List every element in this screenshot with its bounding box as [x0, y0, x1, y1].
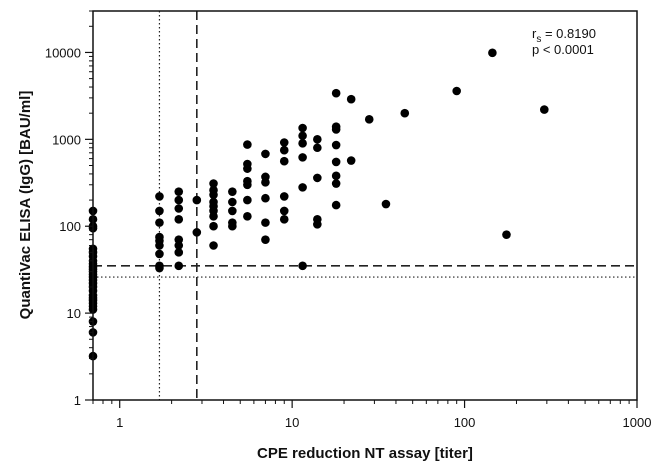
data-point — [209, 221, 218, 231]
data-point — [279, 192, 289, 201]
data-point — [261, 218, 270, 227]
data-point — [209, 212, 218, 221]
data-point — [279, 156, 289, 166]
y-tick-label: 10 — [67, 306, 81, 321]
x-tick-label: 1000 — [623, 415, 652, 430]
y-tick-label: 1 — [74, 393, 81, 408]
data-point — [298, 261, 307, 271]
data-point — [331, 140, 341, 150]
rs-value: = 0.8190 — [541, 26, 596, 41]
plot-frame — [92, 10, 638, 401]
data-point — [174, 215, 184, 224]
data-point — [313, 135, 322, 144]
data-point — [279, 138, 289, 147]
data-point — [298, 139, 307, 148]
rs-symbol: r — [532, 26, 537, 41]
data-point — [331, 200, 341, 210]
data-point — [261, 178, 270, 187]
data-point — [346, 156, 356, 165]
data-point — [331, 157, 341, 167]
data-point — [228, 197, 237, 207]
data-point — [452, 86, 461, 96]
data-point — [298, 183, 307, 192]
data-point — [313, 220, 322, 229]
data-point — [209, 179, 218, 188]
data-point — [298, 123, 307, 133]
data-point — [243, 164, 252, 173]
data-point — [298, 131, 307, 141]
data-point — [228, 221, 237, 231]
data-point — [228, 206, 237, 216]
data-point — [346, 94, 356, 104]
data-point — [155, 218, 164, 227]
data-point — [331, 88, 341, 98]
data-point — [192, 228, 202, 237]
data-point — [174, 261, 184, 271]
data-point — [400, 108, 410, 118]
data-point — [174, 248, 184, 257]
p-value-annotation: p < 0.0001 — [532, 42, 594, 57]
data-point — [331, 125, 341, 134]
x-tick-label: 100 — [454, 415, 476, 430]
y-axis-title: QuantiVac ELISA (IgG) [BAU/ml] — [17, 91, 34, 320]
data-point — [298, 153, 307, 162]
y-tick-label: 1000 — [52, 132, 81, 147]
data-point — [155, 206, 164, 216]
y-tick-label: 10000 — [45, 45, 81, 60]
data-point — [228, 187, 237, 196]
x-axis: 1 10 100 1000 — [92, 400, 652, 430]
x-axis-title: CPE reduction NT assay [titer] — [257, 445, 473, 462]
data-point — [279, 145, 289, 155]
data-point — [261, 235, 270, 244]
x-tick-label: 10 — [285, 415, 299, 430]
data-point — [192, 195, 202, 205]
data-point — [331, 171, 341, 181]
data-point — [279, 206, 289, 216]
data-point — [243, 195, 252, 205]
data-point — [540, 105, 549, 114]
data-point — [243, 180, 252, 190]
data-point — [313, 143, 322, 153]
data-point — [364, 115, 374, 124]
data-point — [174, 204, 184, 213]
data-point — [155, 263, 164, 273]
data-point — [209, 190, 218, 200]
data-point — [174, 241, 184, 250]
data-point — [331, 179, 341, 188]
rs-subscript: s — [536, 34, 541, 45]
data-point — [313, 173, 322, 183]
x-tick-label: 1 — [116, 415, 123, 430]
data-point — [243, 212, 252, 221]
data-point — [261, 193, 270, 203]
data-point — [488, 48, 497, 58]
data-point — [155, 192, 164, 201]
y-tick-label: 100 — [59, 219, 81, 234]
correlation-annotation: rs = 0.8190 — [532, 26, 596, 45]
data-point — [155, 241, 164, 250]
data-point — [174, 195, 184, 205]
data-point — [243, 140, 252, 149]
reference-lines — [93, 11, 637, 400]
data-point — [209, 241, 218, 250]
data-point — [174, 187, 184, 196]
data-point — [381, 199, 391, 209]
data-point — [261, 149, 270, 159]
y-axis: 1 10 100 1000 10000 — [45, 10, 93, 408]
data-points — [88, 48, 549, 361]
data-point — [279, 215, 289, 224]
data-point — [502, 230, 511, 239]
data-point — [155, 249, 164, 259]
